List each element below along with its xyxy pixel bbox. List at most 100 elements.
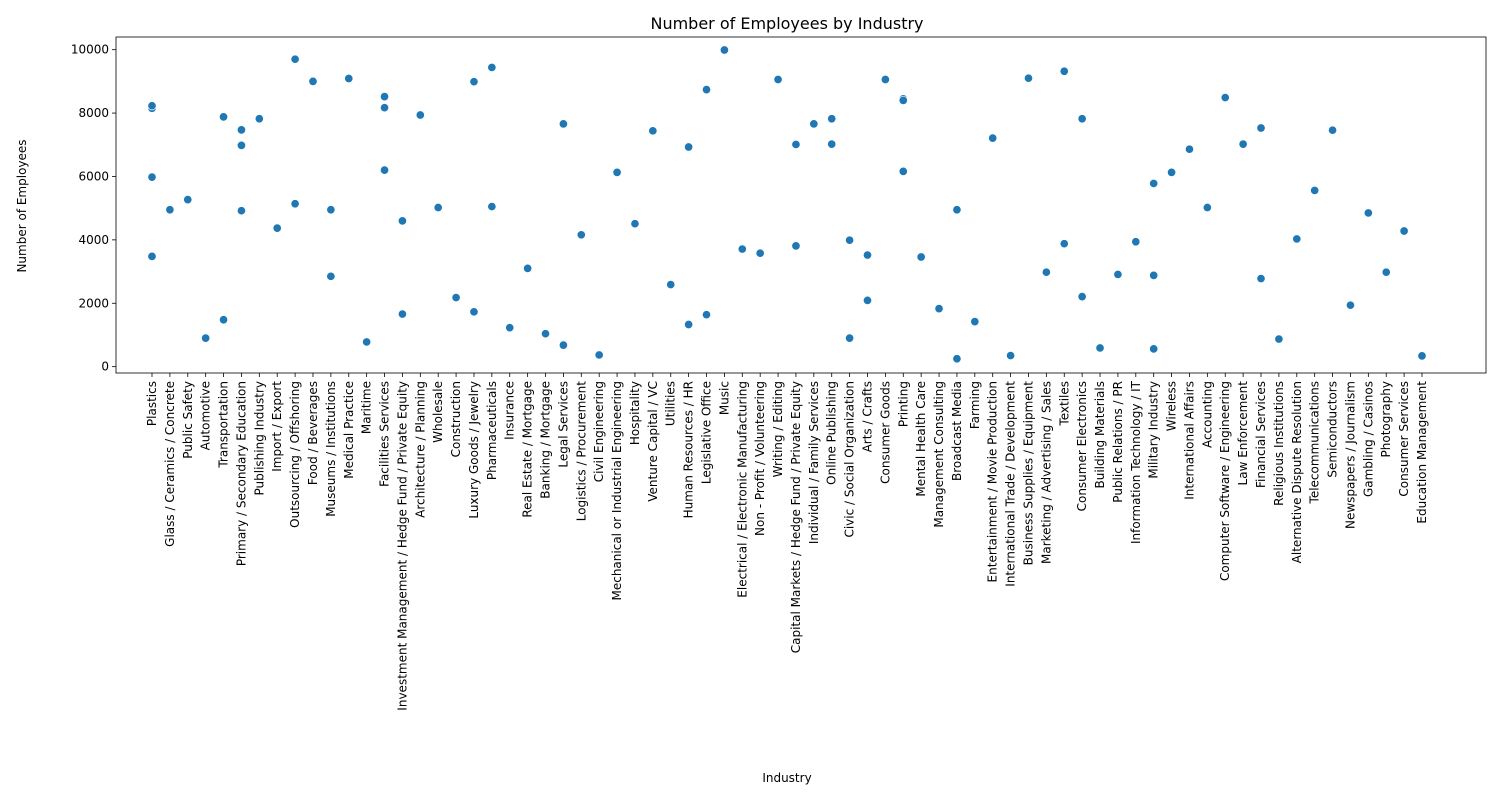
x-tick-label: International Trade / Development <box>1004 381 1018 587</box>
data-point <box>988 133 998 143</box>
data-point <box>1059 239 1069 249</box>
x-tick-label: Computer Software / Engineering <box>1218 381 1232 581</box>
data-point <box>469 77 479 87</box>
data-point <box>1256 123 1266 133</box>
data-point <box>1292 234 1302 244</box>
data-point <box>1095 343 1105 353</box>
data-point <box>612 167 622 177</box>
data-point <box>648 126 658 136</box>
data-point <box>1023 73 1034 83</box>
x-tick-label: Consumer Services <box>1397 381 1411 497</box>
data-point <box>1041 267 1051 277</box>
data-point <box>791 139 801 150</box>
x-tick-label: Public Relations / PR <box>1111 381 1125 503</box>
data-point <box>1256 273 1266 284</box>
x-tick-label: Legal Services <box>556 381 570 468</box>
data-point <box>827 139 837 149</box>
x-tick-label: Mechanical or Industrial Engineering <box>610 381 624 601</box>
data-point <box>791 241 801 251</box>
data-point <box>809 119 819 129</box>
data-point <box>1149 178 1159 188</box>
x-tick-label: Semiconductors <box>1326 381 1340 478</box>
x-tick-label: International Affairs <box>1182 381 1196 500</box>
x-tick-label: Luxury Goods / Jewelry <box>467 381 481 519</box>
y-axis-label: Number of Employees <box>15 139 29 272</box>
x-tick-label: Building Materials <box>1093 381 1107 489</box>
x-tick-label: Photography <box>1379 381 1393 457</box>
x-tick-label: Information Technology / IT <box>1129 380 1143 544</box>
data-point <box>183 195 193 205</box>
data-point <box>415 110 425 120</box>
y-tick-label: 6000 <box>78 169 109 183</box>
data-point <box>1131 237 1141 247</box>
x-tick-label: Museums / Institutions <box>324 381 338 517</box>
data-point <box>1113 269 1123 279</box>
x-tick-label: Investment Management / Hedge Fund / Pri… <box>395 381 409 711</box>
data-point <box>362 337 372 347</box>
data-point <box>1184 144 1195 154</box>
x-tick-label: Telecommunications <box>1308 381 1322 504</box>
data-point <box>827 114 837 124</box>
x-tick-label: Primary / Secondary Education <box>234 381 248 566</box>
data-point <box>147 251 157 261</box>
x-tick-label: Glass / Ceramics / Concrete <box>163 381 177 547</box>
data-point <box>397 216 407 226</box>
data-point <box>684 142 694 152</box>
data-point <box>845 235 855 245</box>
data-point <box>451 293 461 303</box>
data-point <box>684 319 694 330</box>
data-point <box>1363 208 1373 218</box>
y-tick-label: 4000 <box>78 233 109 247</box>
x-tick-label: Venture Capital / VC <box>646 381 660 502</box>
x-tick-label: Logistics / Procurement <box>574 381 588 522</box>
x-tick-label: Human Resources / HR <box>682 381 696 518</box>
y-tick-label: 0 <box>101 360 109 374</box>
x-tick-label: Alternative Dispute Resolution <box>1290 381 1304 563</box>
x-tick-label: Consumer Goods <box>878 381 892 484</box>
x-tick-label: Broadcast Media <box>950 381 964 481</box>
x-tick-label: Real Estate / Mortgage <box>521 381 535 518</box>
data-point <box>1345 300 1356 310</box>
data-point <box>755 248 765 258</box>
data-point <box>236 140 246 150</box>
x-tick-label: Financial Services <box>1254 381 1268 488</box>
data-point <box>379 103 390 113</box>
x-tick-label: Farming <box>968 381 982 429</box>
data-point <box>272 223 282 233</box>
data-point <box>1328 125 1338 135</box>
x-tick-label: Non - Profit / Volunteering <box>753 381 767 536</box>
x-tick-label: Writing / Editing <box>771 381 785 477</box>
data-point <box>290 54 300 64</box>
data-point <box>523 263 533 273</box>
data-point <box>1399 226 1409 236</box>
x-tick-label: Wireless <box>1165 381 1179 431</box>
data-point <box>558 340 568 350</box>
x-tick-label: Architecture / Planning <box>413 381 427 518</box>
chart-title: Number of Employees by Industry <box>650 14 923 33</box>
x-tick-label: Hospitality <box>628 381 642 445</box>
data-point <box>397 309 407 319</box>
data-point <box>1220 92 1230 103</box>
data-point <box>1310 185 1320 195</box>
plot-area <box>115 36 1487 374</box>
data-point <box>934 304 944 314</box>
x-tick-label: Publishing Industry <box>252 381 266 496</box>
x-tick-label: Consumer Electronics <box>1075 381 1089 511</box>
x-tick-label: Utilities <box>664 381 678 426</box>
x-tick-label: Gambling / Casinos <box>1361 381 1375 497</box>
data-point <box>236 125 246 135</box>
data-point <box>1077 114 1087 124</box>
x-tick-label: Public Safety <box>181 381 195 459</box>
x-tick-label: Automotive <box>199 381 213 450</box>
x-tick-label: Banking / Mortgage <box>539 381 553 499</box>
data-point <box>487 62 497 72</box>
x-tick-label: Facilities Services <box>378 381 392 487</box>
x-tick-label: Outsourcing / Offshoring <box>288 381 302 528</box>
data-point <box>558 119 568 129</box>
data-point <box>433 202 443 213</box>
x-tick-label: Insurance <box>503 381 517 440</box>
x-tick-label: Import / Export <box>270 381 284 472</box>
data-point <box>898 166 908 176</box>
data-point <box>344 73 354 84</box>
